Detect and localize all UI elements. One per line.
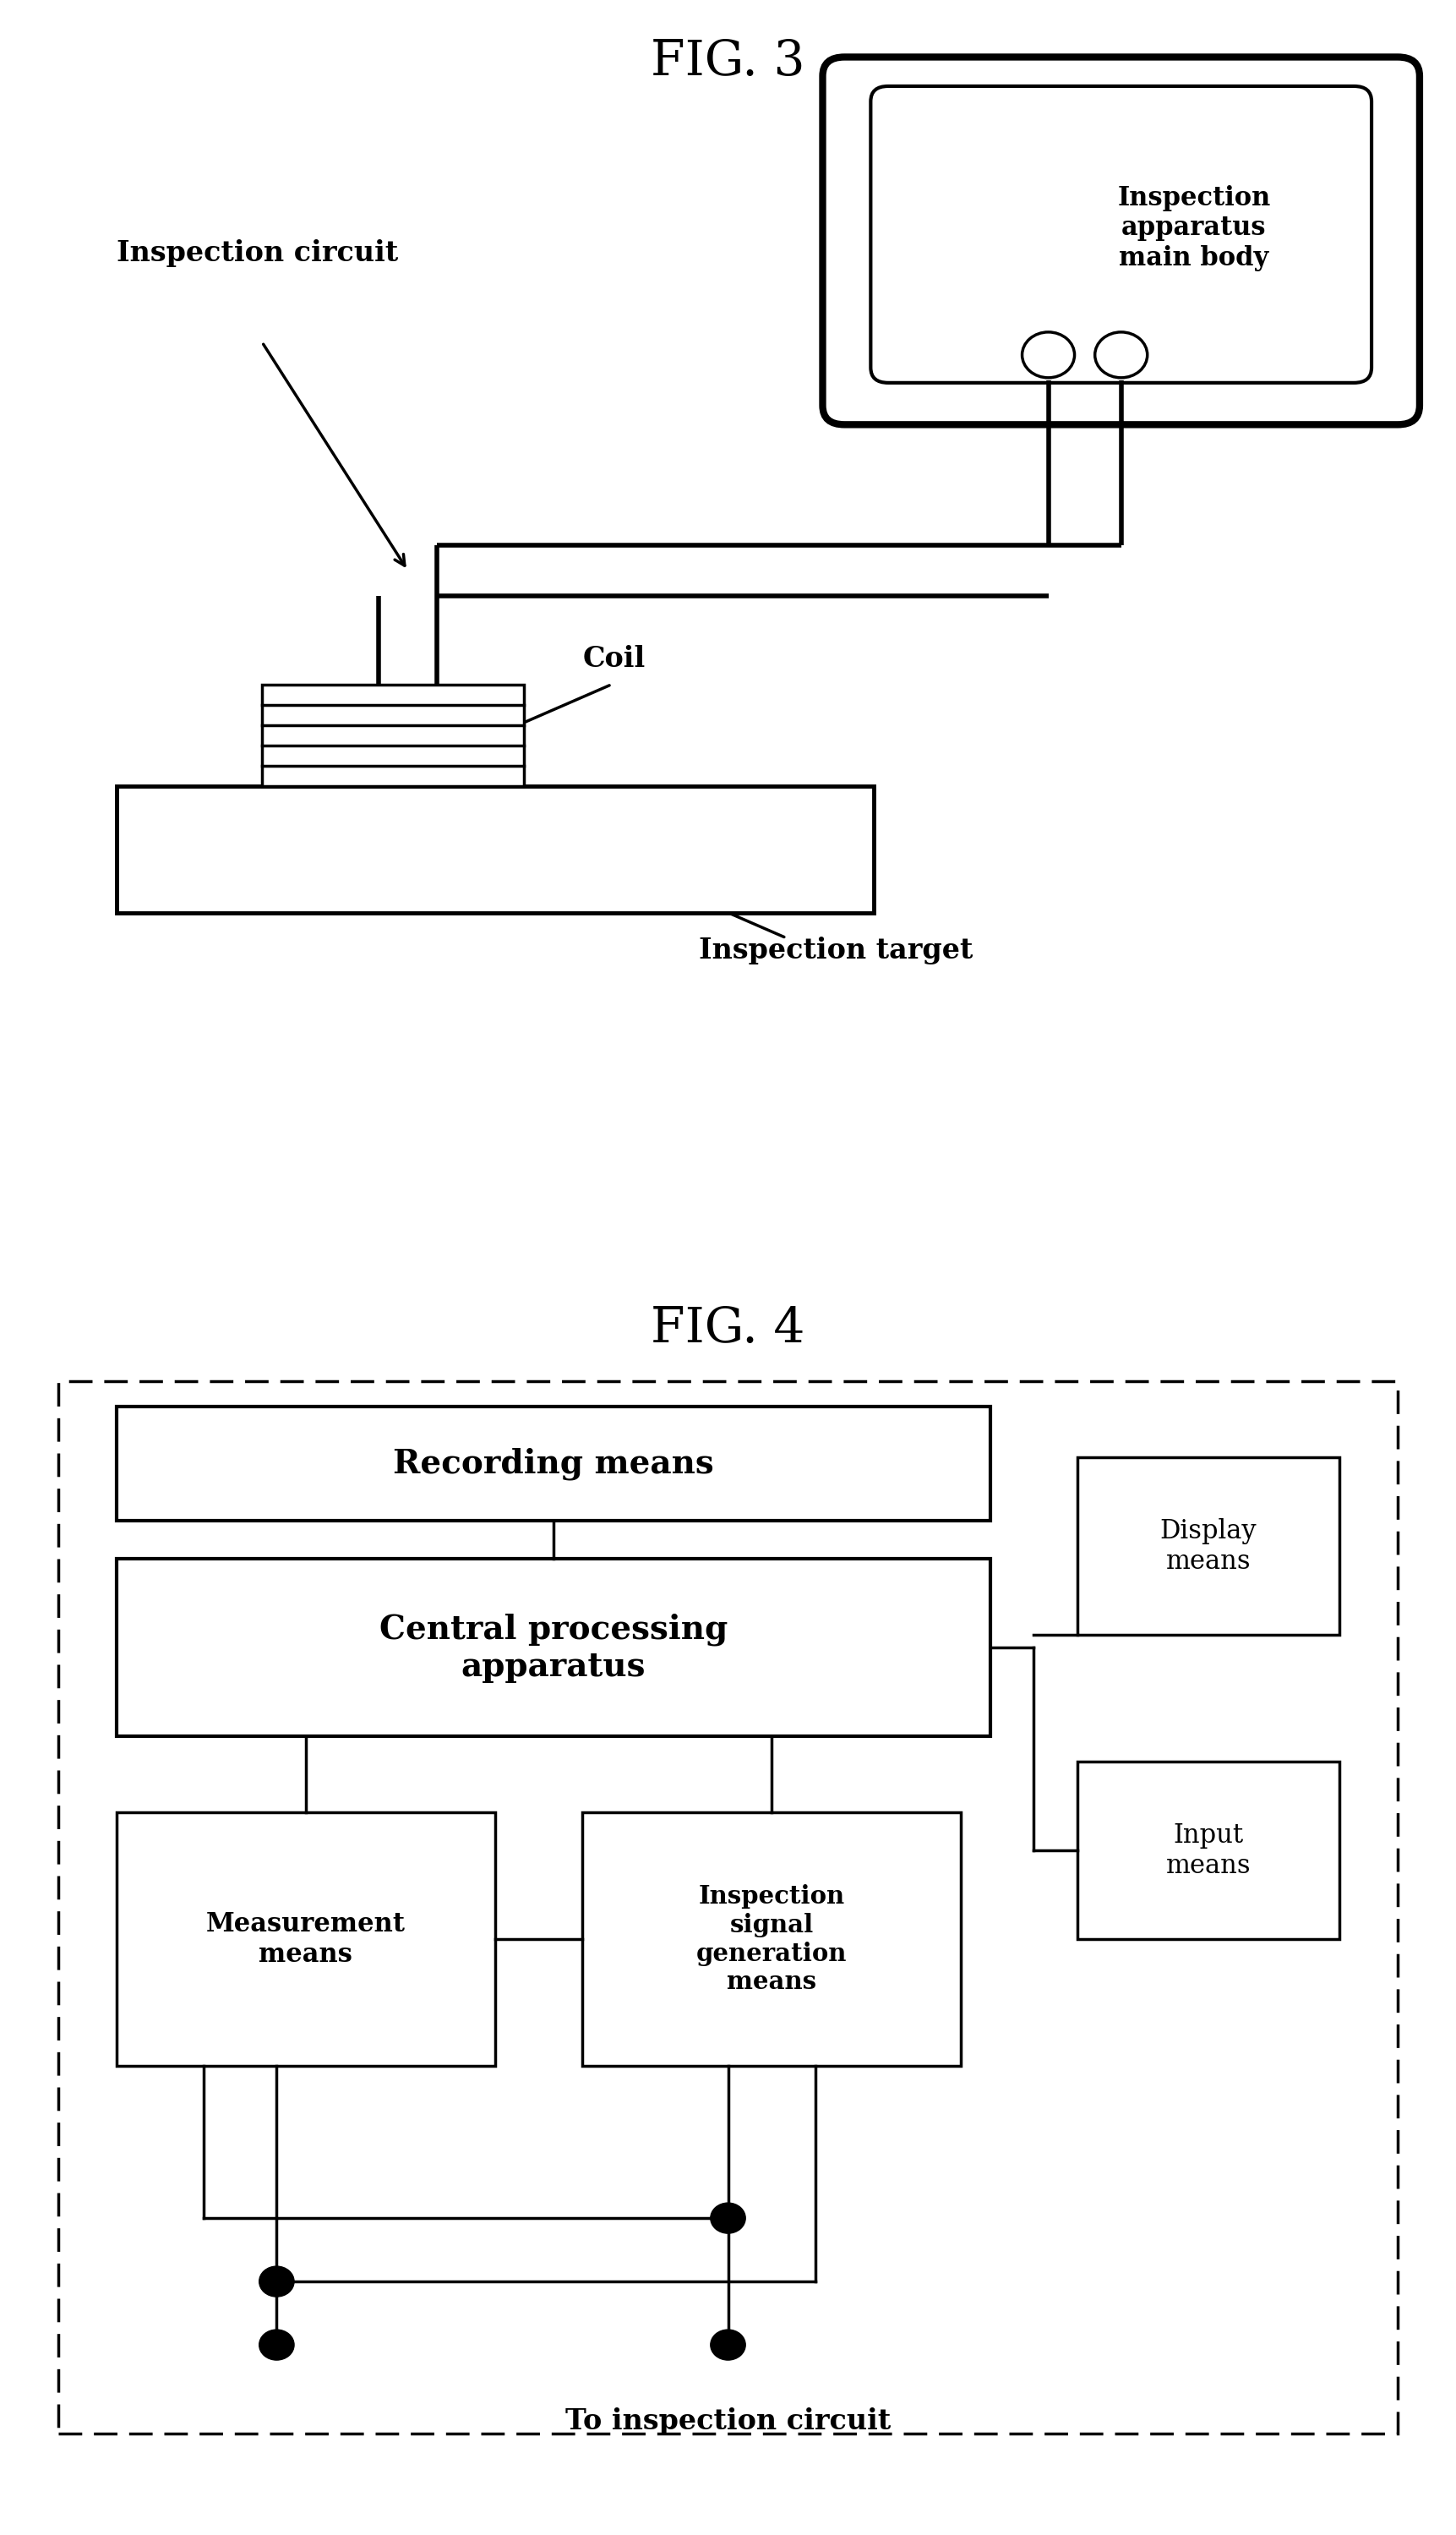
Bar — [58, 1382, 1398, 2434]
FancyBboxPatch shape — [823, 58, 1420, 426]
Circle shape — [1022, 332, 1075, 378]
Bar — [116, 1559, 990, 1736]
Circle shape — [711, 2330, 745, 2360]
Text: To inspection circuit: To inspection circuit — [565, 2406, 891, 2436]
Text: Coil: Coil — [582, 644, 645, 674]
Text: Measurement
means: Measurement means — [207, 1911, 405, 1967]
Bar — [116, 1813, 495, 2066]
Bar — [262, 684, 524, 786]
Text: Inspection
apparatus
main body: Inspection apparatus main body — [1117, 185, 1271, 271]
Circle shape — [259, 2266, 294, 2297]
Text: Central processing
apparatus: Central processing apparatus — [379, 1612, 728, 1683]
Text: Inspection
signal
generation
means: Inspection signal generation means — [696, 1884, 847, 1995]
Circle shape — [259, 2330, 294, 2360]
Text: Inspection circuit: Inspection circuit — [116, 238, 397, 269]
Text: FIG. 4: FIG. 4 — [651, 1306, 805, 1354]
Bar — [1077, 1458, 1340, 1635]
Bar — [582, 1813, 961, 2066]
FancyBboxPatch shape — [871, 86, 1372, 383]
Text: Inspection target: Inspection target — [699, 935, 973, 966]
Text: Display
means: Display means — [1160, 1518, 1257, 1574]
Bar — [116, 1407, 990, 1521]
Bar — [1077, 1762, 1340, 1939]
Text: Recording means: Recording means — [393, 1447, 713, 1480]
Circle shape — [1095, 332, 1147, 378]
Circle shape — [711, 2203, 745, 2233]
Text: FIG. 3: FIG. 3 — [651, 38, 805, 86]
Bar — [116, 786, 874, 913]
Text: Input
means: Input means — [1166, 1823, 1251, 1878]
